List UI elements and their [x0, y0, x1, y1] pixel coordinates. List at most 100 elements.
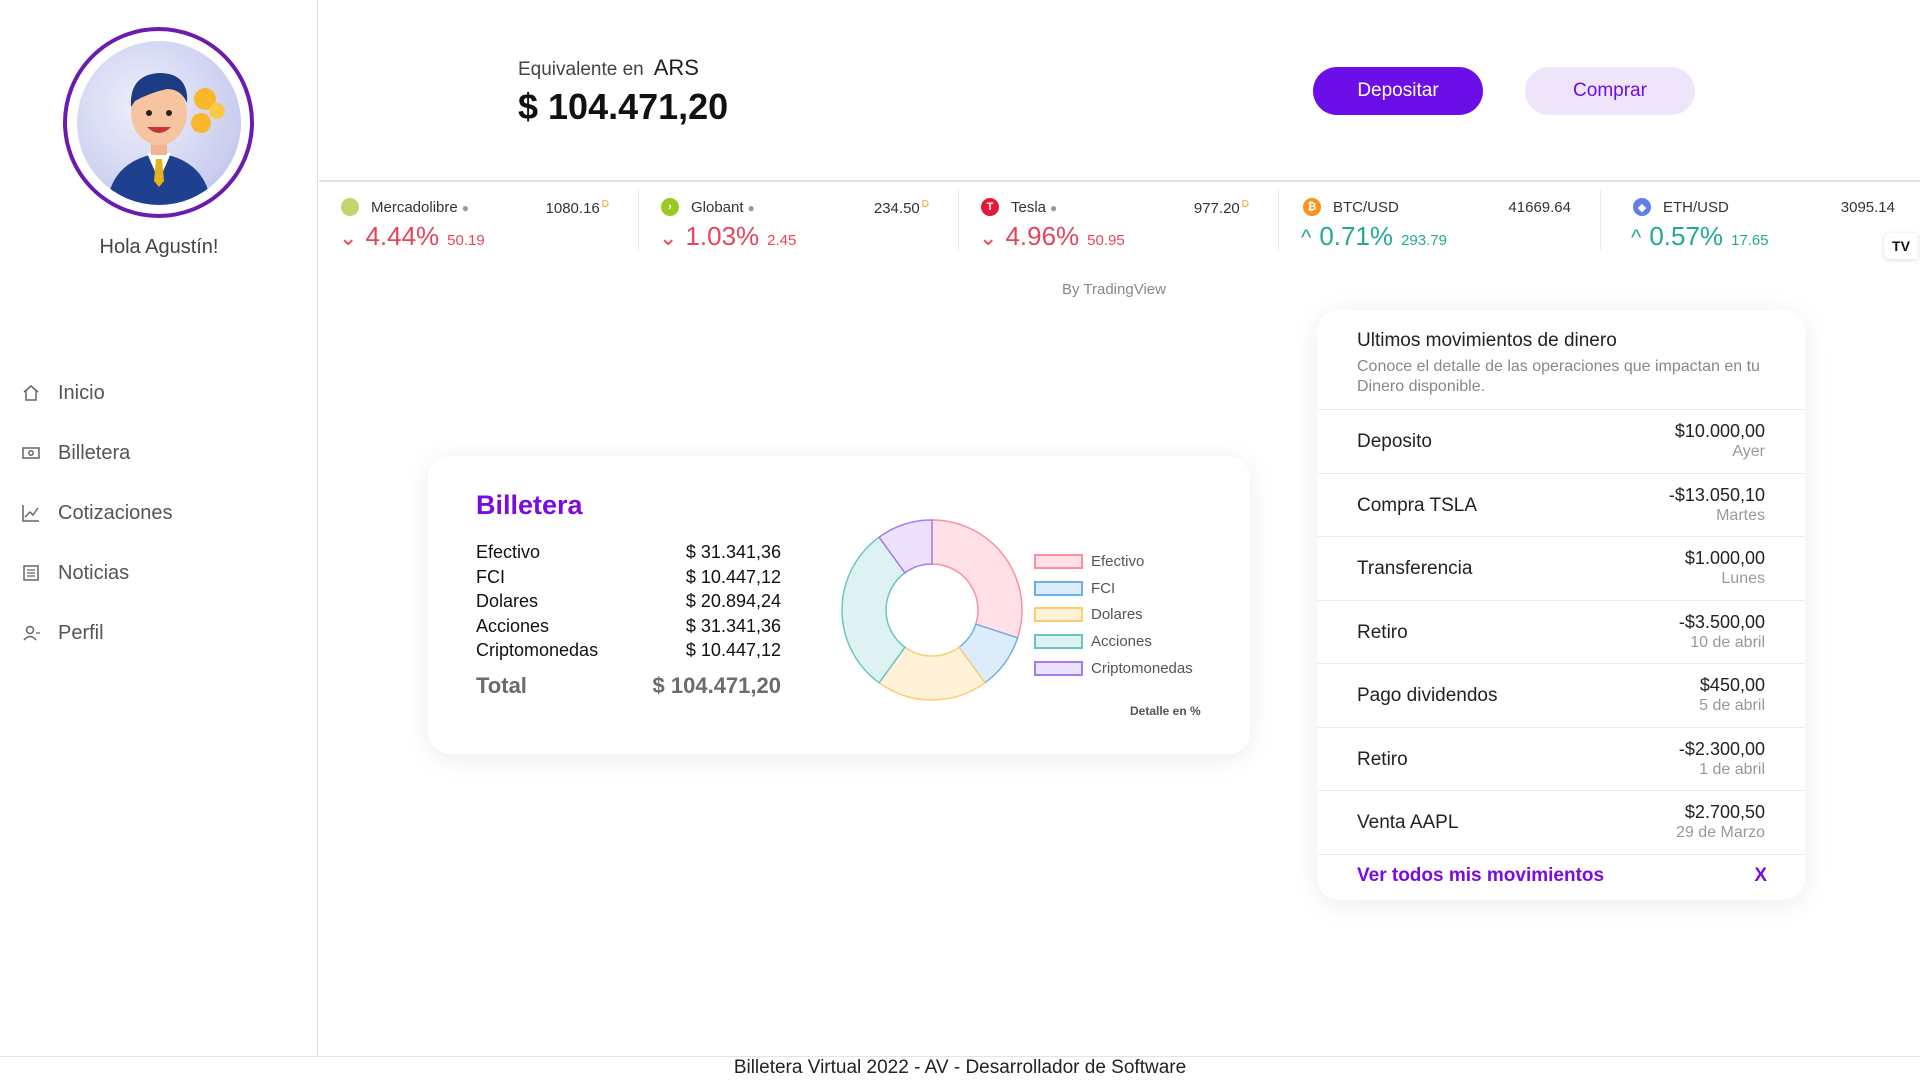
movement-label: Venta AAPL [1357, 812, 1459, 833]
wallet-donut-chart[interactable] [840, 518, 1024, 702]
movement-date: 5 de abril [1699, 697, 1765, 714]
movements-subtitle: Conoce el detalle de las operaciones que… [1357, 358, 1760, 395]
ticker-change-pct: 4.44% [365, 221, 440, 251]
user-icon [20, 622, 42, 644]
ticker-flag: D [601, 199, 609, 210]
movements-list: Deposito $10.000,00 Ayer Compra TSLA -$13.0… [1317, 409, 1805, 854]
ticker-separator [638, 190, 639, 250]
tradingview-attribution-link[interactable]: By TradingView [1062, 281, 1166, 298]
donut-slice-criptomonedas[interactable] [878, 519, 933, 574]
nav-item-label: Inicio [58, 381, 105, 404]
movement-label: Retiro [1357, 621, 1408, 643]
movement-amount: $450,00 [1699, 675, 1765, 695]
wallet-breakdown: Efectivo $ 31.341,36 FCI $ 10.447,12 Dolar… [476, 542, 781, 698]
home-icon [20, 382, 42, 404]
movement-row[interactable]: Transferencia $1.000,00 Lunes [1317, 536, 1805, 600]
wallet-row-value: $ 10.447,12 [685, 566, 781, 587]
movement-label: Deposito [1357, 431, 1432, 452]
close-movements-button[interactable]: X [1754, 865, 1767, 886]
ticker-price-text: 977.20 [1193, 200, 1240, 217]
wallet-row-label: Efectivo [476, 542, 541, 562]
legend-item-efectivo[interactable]: Efectivo [1034, 548, 1193, 575]
legend-label: Efectivo [1091, 552, 1145, 570]
sidebar: Hola Agustín! Inicio Billetera Cotizacio… [0, 0, 318, 1056]
chevron-up-icon: ^ [1631, 225, 1642, 250]
nav-item-billetera[interactable]: Billetera [0, 423, 318, 483]
wallet-row-label: FCI [476, 566, 505, 587]
ticker-item-btc-usd[interactable]: ₿ BTC/USD 41669.64 ^ 0.71% 293.79 [1281, 184, 1601, 258]
movement-label: Transferencia [1357, 558, 1473, 579]
wallet-total-row: Total $ 104.471,20 [476, 673, 781, 698]
ticker-item-globant[interactable]: › Globant ● 234.50 D ⌄ 1.03% 2.45 [639, 184, 959, 258]
nav-item-label: Perfil [58, 621, 104, 644]
ticker-price-text: 3095.14 [1840, 199, 1895, 216]
ticker-tape: Mercadolibre ● 1080.16 D ⌄ 4.44% 50.19 › Glo… [319, 184, 1920, 264]
nav-item-cotizaciones[interactable]: Cotizaciones [0, 483, 318, 543]
nav-item-perfil[interactable]: Perfil [0, 603, 318, 663]
buy-button[interactable]: Comprar [1525, 67, 1695, 115]
ticker-change: ^ 0.71% 293.79 [1301, 221, 1447, 252]
legend-swatch [1034, 580, 1083, 596]
deposit-button[interactable]: Depositar [1313, 67, 1483, 115]
wallet-row-label: Criptomonedas [476, 640, 599, 660]
legend-label: Acciones [1091, 633, 1152, 651]
ticker-price-text: 1080.16 [545, 200, 600, 217]
movement-amount: -$2.300,00 [1678, 738, 1765, 759]
nav-item-inicio[interactable]: Inicio [0, 363, 318, 423]
main-nav: Inicio Billetera Cotizaciones Noticias P… [0, 363, 318, 663]
avatar[interactable] [63, 27, 254, 218]
movement-row[interactable]: Compra TSLA -$13.050,10 Martes [1317, 472, 1805, 537]
movement-row[interactable]: Retiro -$3.500,00 10 de abril [1317, 599, 1805, 664]
movement-amount: $1.000,00 [1684, 548, 1765, 568]
movement-row[interactable]: Retiro -$2.300,00 1 de abril [1317, 726, 1805, 791]
legend-label: Criptomonedas [1091, 660, 1193, 678]
donut-slice-efectivo[interactable] [931, 519, 1023, 639]
movement-row[interactable]: Deposito $10.000,00 Ayer [1317, 409, 1805, 473]
movement-amount: $2.700,50 [1684, 802, 1765, 822]
ticker-price: 977.20 D [1194, 199, 1249, 217]
legend-item-criptomonedas[interactable]: Criptomonedas [1034, 655, 1193, 682]
equivalent-label: Equivalente en ARS [518, 55, 699, 81]
ticker-item-tesla[interactable]: T Tesla ● 977.20 D ⌄ 4.96% 50.95 [959, 184, 1279, 258]
ticker-separator [1278, 190, 1279, 250]
ticker-name-text: Tesla [1011, 199, 1047, 216]
donut-slice-acciones[interactable] [841, 536, 907, 684]
wallet-icon [20, 442, 42, 464]
ticker-change: ⌄ 1.03% 2.45 [659, 221, 796, 252]
wallet-row-acciones: Acciones $ 31.341,36 [476, 616, 781, 641]
ticker-price: 234.50 D [874, 199, 929, 217]
nav-item-noticias[interactable]: Noticias [0, 543, 318, 603]
see-all-movements-link[interactable]: Ver todos mis movimientos [1357, 865, 1605, 886]
movement-amount: $10.000,00 [1674, 421, 1765, 441]
wallet-row-label: Acciones [476, 615, 550, 636]
legend-item-acciones[interactable]: Acciones [1034, 628, 1193, 655]
ticker-change-abs: 50.19 [447, 232, 485, 249]
legend-item-dolares[interactable]: Dolares [1034, 602, 1193, 629]
ticker-name: BTC/USD [1333, 199, 1399, 216]
movements-footer: Ver todos mis movimientos X [1317, 854, 1805, 900]
chevron-down-icon: ⌄ [339, 225, 358, 250]
movement-row[interactable]: Pago dividendos $450,00 5 de abril [1317, 663, 1805, 727]
ticker-item-eth-usd[interactable]: ◆ ETH/USD 3095.14 ^ 0.57% 17.65 [1611, 184, 1920, 258]
ticker-name-text: ETH/USD [1663, 199, 1729, 216]
ticker-change-pct: 0.71% [1319, 221, 1394, 251]
ticker-item-mercadolibre[interactable]: Mercadolibre ● 1080.16 D ⌄ 4.44% 50.19 [319, 184, 639, 258]
ticker-flag: D [921, 199, 929, 210]
ticker-change-pct: 1.03% [685, 221, 760, 251]
legend-swatch [1034, 553, 1083, 569]
movement-row[interactable]: Venta AAPL $2.700,50 29 de Marzo [1317, 790, 1805, 854]
header: Equivalente en ARS $ 104.471,20 Depositar… [319, 0, 1920, 182]
legend-label: Dolares [1091, 606, 1143, 624]
chevron-up-icon: ^ [1301, 225, 1312, 250]
ticker-change: ^ 0.57% 17.65 [1631, 221, 1769, 252]
chart-detail-note: Detalle en % [1130, 704, 1201, 718]
movement-label: Compra TSLA [1357, 494, 1478, 516]
ticker-change-pct: 0.57% [1649, 221, 1724, 251]
ticker-change: ⌄ 4.96% 50.95 [979, 221, 1125, 252]
tradingview-logo-icon[interactable]: TV [1884, 233, 1918, 259]
ticker-change-pct: 4.96% [1005, 221, 1080, 251]
ticker-price: 1080.16 D [546, 199, 609, 217]
movement-date: Martes [1716, 506, 1765, 524]
chevron-down-icon: ⌄ [659, 225, 678, 250]
legend-item-fci[interactable]: FCI [1034, 575, 1193, 602]
